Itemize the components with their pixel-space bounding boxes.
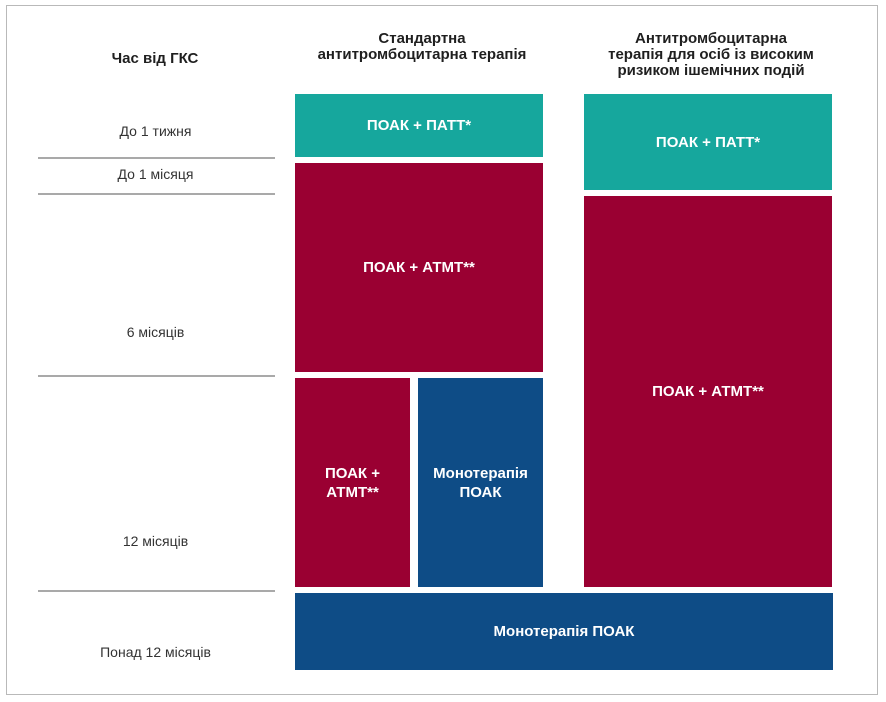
time-label-1-month: До 1 місяця	[117, 166, 194, 182]
high-risk-month-label: ПОАК + ПАТТ*	[655, 133, 761, 151]
standard-week-label: ПОАК + ПАТТ*	[366, 117, 472, 134]
time-column-header: Час від ГКС	[111, 50, 199, 67]
time-label-6-months: 6 місяців	[126, 324, 185, 340]
high-risk-month-box: ПОАК + ПАТТ*	[584, 94, 832, 190]
standard-12-months-dual-box: ПОАК + АТМТ**	[295, 378, 410, 587]
standard-week-box: ПОАК + ПАТТ*	[295, 94, 543, 157]
time-label-over-12-months: Понад 12 місяців	[100, 644, 211, 660]
standard-6-months-label: ПОАК + АТМТ**	[363, 259, 475, 276]
time-label-12-months: 12 місяців	[122, 533, 189, 549]
divider-2	[38, 193, 275, 195]
divider-1	[38, 157, 275, 159]
standard-therapy-header: Стандартна антитромбоцитарна терапія	[317, 30, 527, 63]
divider-4	[38, 590, 275, 592]
diagram-frame	[6, 5, 878, 695]
standard-12-months-mono-box: Монотерапія ПОАК	[418, 378, 543, 587]
standard-6-months-box: ПОАК + АТМТ**	[295, 163, 543, 372]
standard-12-months-dual-label: ПОАК + АТМТ**	[325, 464, 380, 501]
divider-3	[38, 375, 275, 377]
high-risk-12-months-label: ПОАК + АТМТ**	[652, 383, 764, 400]
after-12-months-label: Монотерапія ПОАК	[493, 623, 635, 640]
high-risk-therapy-header: Антитромбоцитарна терапія для осіб із ви…	[608, 30, 814, 79]
after-12-months-box: Монотерапія ПОАК	[295, 593, 833, 670]
high-risk-12-months-box: ПОАК + АТМТ**	[584, 196, 832, 587]
time-label-1-week: До 1 тижня	[119, 123, 192, 139]
standard-12-months-mono-label: Монотерапія ПОАК	[433, 464, 528, 501]
